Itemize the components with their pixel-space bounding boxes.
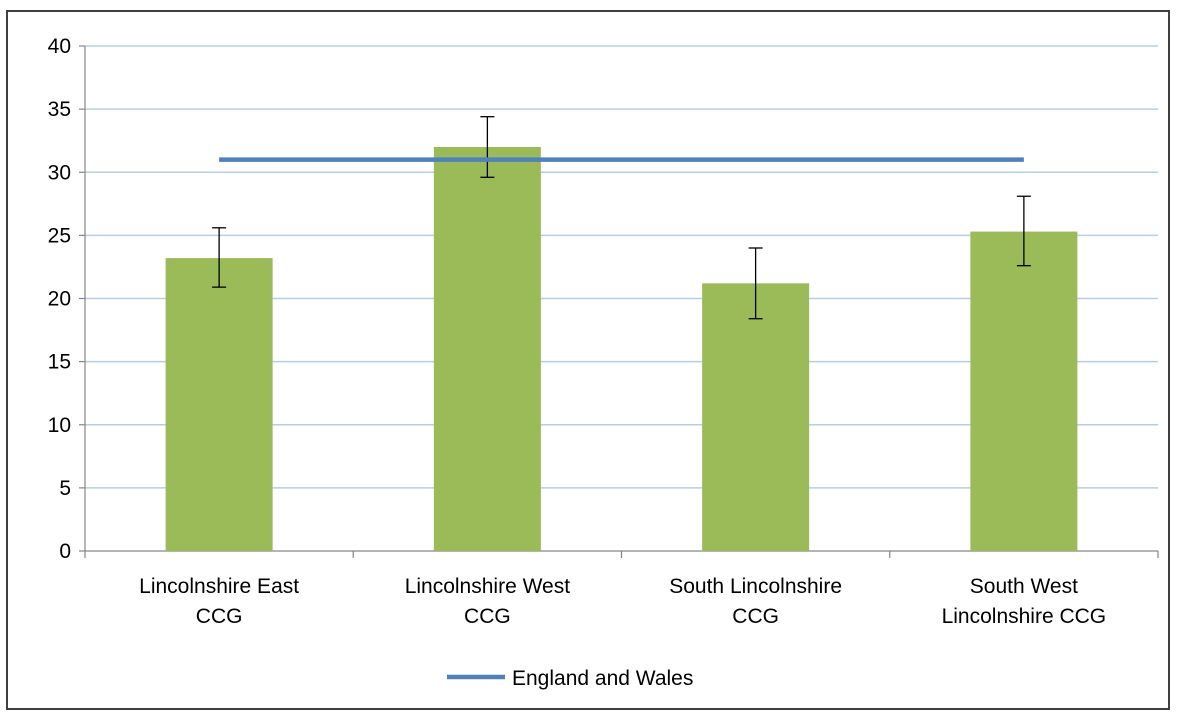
x-category-label-4: South West Lincolnshire CCG [942,575,1107,628]
x-category-label-2: Lincolnshire West CCG [405,575,571,628]
error-bars [212,116,1031,320]
bars [165,147,1078,551]
x-axis-category-labels: Lincolnshire East CCG Lincolnshire West CCG… [139,575,1106,628]
y-tick-label-25: 25 [48,224,71,247]
y-tick-label-30: 30 [48,161,71,184]
bar-1 [165,258,273,551]
y-tick-label-10: 10 [48,414,71,437]
legend-label-england-and-wales: England and Wales [512,667,693,690]
bar-2 [433,147,541,551]
legend: England and Wales [447,667,693,690]
x-category-label-1: Lincolnshire East CCG [139,575,299,628]
x-category-label-3: South Lincolnshire CCG [669,575,842,628]
y-tick-label-0: 0 [59,540,71,563]
y-axis-tick-labels: 0 5 10 15 20 25 30 35 40 [48,35,71,563]
y-tick-label-15: 15 [48,351,71,374]
bar-4 [970,231,1078,551]
y-tick-label-35: 35 [48,98,71,121]
bar-3 [702,283,810,551]
y-tick-label-5: 5 [59,477,71,500]
y-tick-label-40: 40 [48,35,71,58]
y-tick-label-20: 20 [48,288,71,311]
